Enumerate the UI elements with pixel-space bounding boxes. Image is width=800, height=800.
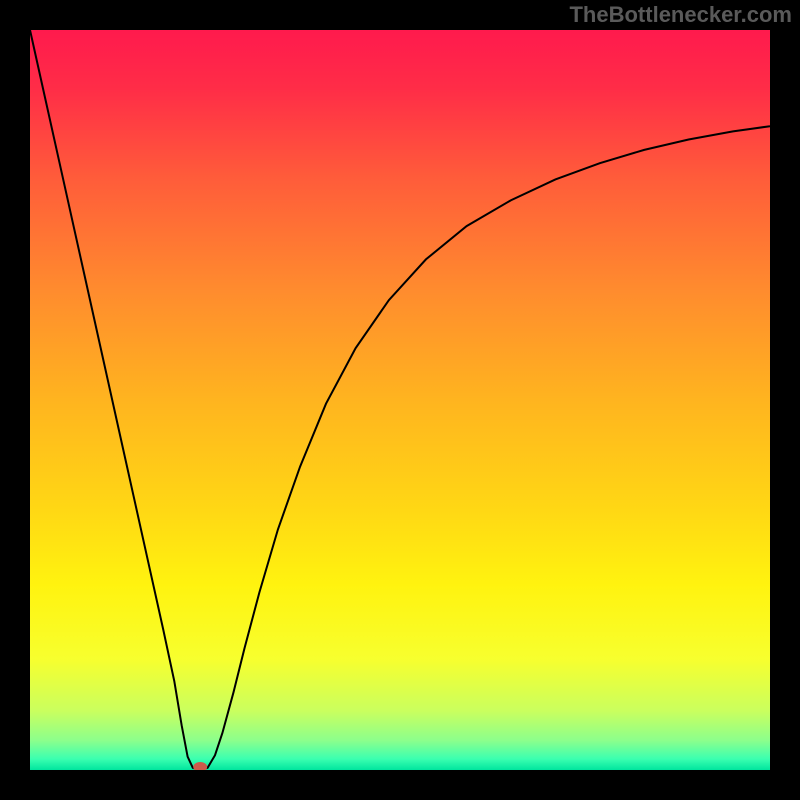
chart-container: TheBottlenecker.com <box>0 0 800 800</box>
plot-area <box>30 30 770 770</box>
watermark-text: TheBottlenecker.com <box>569 2 792 28</box>
plot-svg <box>30 30 770 770</box>
plot-background <box>30 30 770 770</box>
